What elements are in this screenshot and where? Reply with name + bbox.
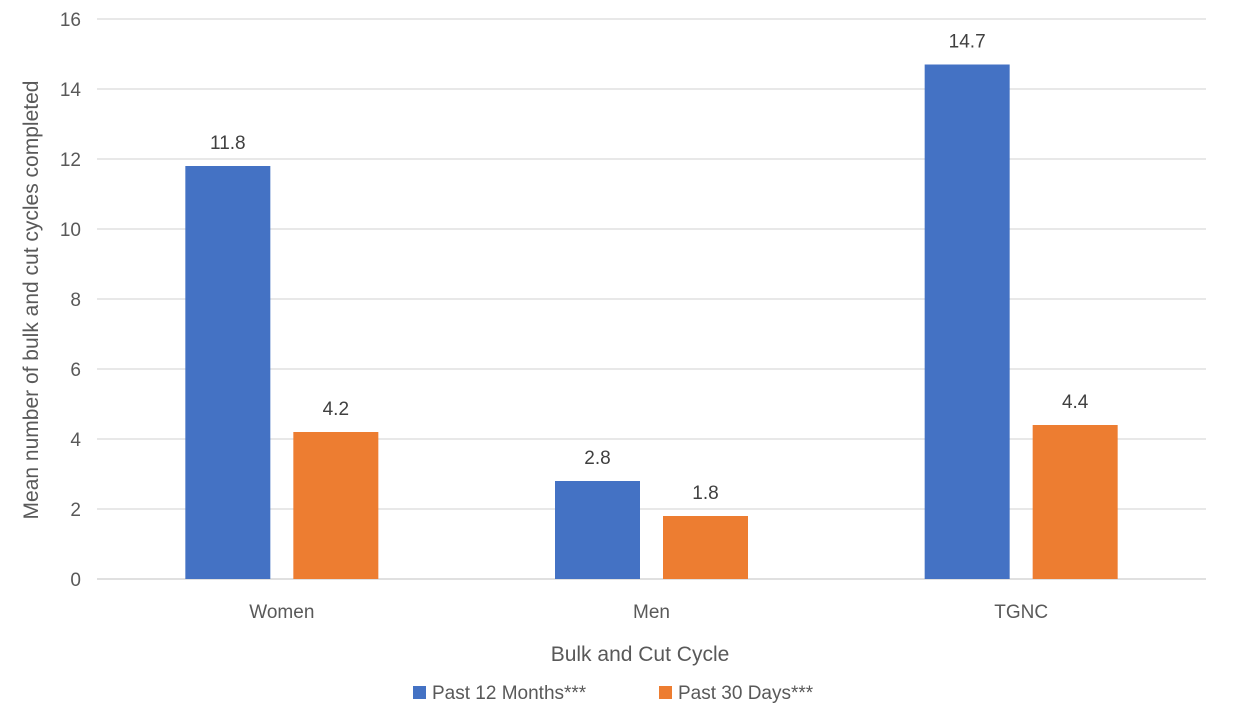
- x-category-label: Women: [249, 602, 314, 623]
- y-tick-label: 10: [60, 220, 81, 241]
- legend-swatch: [659, 686, 672, 699]
- bar-tgnc-series-1: [924, 64, 1010, 579]
- x-category-label: Men: [633, 602, 670, 623]
- gridlines: [97, 18, 1206, 580]
- y-tick-label: 4: [70, 430, 81, 451]
- bar-tgnc-series-2: [1032, 425, 1118, 579]
- x-axis-categories: Women Men TGNC: [249, 602, 1048, 623]
- bar-men-series-1: [555, 481, 640, 579]
- data-labels: 11.8 4.2 2.8 1.8 14.7 4.4: [210, 32, 1089, 505]
- bar-men-series-2: [663, 516, 748, 579]
- legend-label: Past 30 Days***: [678, 683, 814, 704]
- legend-swatch: [413, 686, 426, 699]
- y-tick-label: 12: [60, 150, 81, 171]
- data-label: 2.8: [584, 448, 610, 469]
- bar-women-series-2: [293, 432, 379, 579]
- data-label: 11.8: [210, 133, 246, 154]
- bars: [185, 64, 1118, 579]
- x-category-label: TGNC: [994, 602, 1048, 623]
- bar-women-series-1: [185, 166, 271, 579]
- data-label: 1.8: [692, 483, 718, 504]
- y-tick-label: 2: [70, 500, 81, 521]
- legend: Past 12 Months*** Past 30 Days***: [413, 683, 814, 704]
- y-tick-label: 8: [70, 290, 81, 311]
- y-axis-title: Mean number of bulk and cut cycles compl…: [20, 81, 43, 520]
- data-label: 14.7: [949, 32, 986, 53]
- x-axis-title: Bulk and Cut Cycle: [551, 643, 730, 666]
- y-tick-label: 14: [60, 80, 82, 101]
- y-axis-ticks: 0 2 4 6 8 10 12 14 16: [60, 10, 82, 591]
- y-tick-label: 6: [70, 360, 81, 381]
- y-tick-label: 16: [60, 10, 81, 31]
- y-tick-label: 0: [70, 570, 81, 591]
- data-label: 4.2: [323, 399, 349, 420]
- legend-label: Past 12 Months***: [432, 683, 587, 704]
- data-label: 4.4: [1062, 392, 1089, 413]
